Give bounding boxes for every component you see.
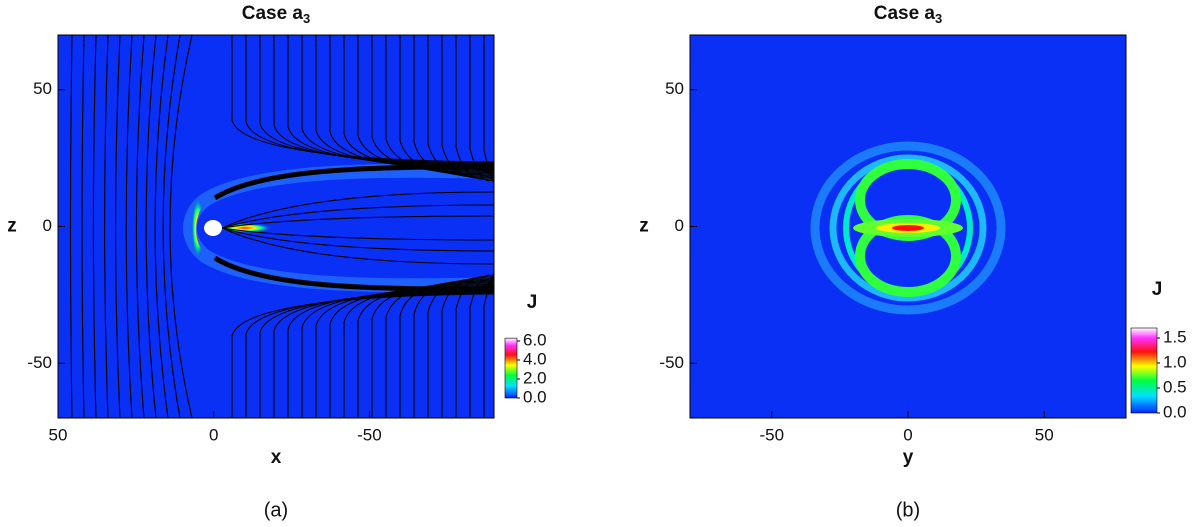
x-axis-label: y xyxy=(903,447,914,468)
chart-title: Case a3 xyxy=(242,3,311,26)
streamline xyxy=(221,227,494,252)
streamline xyxy=(441,277,494,418)
streamline xyxy=(231,35,494,163)
chart-title: Case a3 xyxy=(874,3,943,26)
title-text: Case a xyxy=(874,3,936,24)
colorbar-tick-label: 0.5 xyxy=(1163,377,1187,396)
colorbar-tick-label: 0.0 xyxy=(523,387,547,406)
streamline xyxy=(221,191,494,229)
panel-label: (a) xyxy=(264,499,288,521)
colorbar-tick-label: 1.5 xyxy=(1163,327,1187,346)
x-tick-label: 0 xyxy=(209,425,218,444)
streamline xyxy=(169,35,193,418)
x-axis-label: x xyxy=(271,447,282,468)
streamline xyxy=(104,35,109,418)
x-tick-label: -50 xyxy=(759,425,784,444)
colorbar-tick-label: 0.0 xyxy=(1163,402,1187,421)
streamline xyxy=(245,292,494,418)
streamline xyxy=(69,35,73,418)
x-tick-label: -50 xyxy=(357,425,382,444)
streamline xyxy=(371,283,494,418)
panel-label: (b) xyxy=(896,499,920,521)
streamline xyxy=(115,35,121,418)
y-axis-label: z xyxy=(7,216,17,237)
y-tick-label: 50 xyxy=(665,79,684,98)
streamline xyxy=(371,35,494,173)
y-tick-label: 0 xyxy=(43,216,52,235)
streamline xyxy=(357,35,494,172)
x-tick-label: 50 xyxy=(1035,425,1054,444)
streamline xyxy=(221,215,494,229)
x-tick-label: 0 xyxy=(903,425,912,444)
streamline xyxy=(221,227,494,241)
colorbar-tick-label: 4.0 xyxy=(523,349,547,368)
streamline xyxy=(221,204,494,229)
streamline xyxy=(343,285,494,418)
streamline xyxy=(81,35,85,418)
y-tick-label: 50 xyxy=(33,79,52,98)
streamline xyxy=(343,35,494,171)
streamline xyxy=(245,35,494,164)
y-tick-label: -50 xyxy=(659,353,684,372)
streamline xyxy=(455,35,494,180)
streamline xyxy=(441,35,494,179)
streamline xyxy=(357,284,494,418)
streamline xyxy=(455,276,494,418)
field-a xyxy=(58,35,494,418)
colorbar-tick-label: 1.0 xyxy=(1163,352,1187,371)
streamline xyxy=(221,227,494,265)
colorbar-label: J xyxy=(1152,279,1163,300)
streamline xyxy=(125,35,133,418)
colorbar-label: J xyxy=(527,292,538,313)
y-axis-label: z xyxy=(639,216,649,237)
title-subscript: 3 xyxy=(303,11,310,26)
colorbar-tick-label: 6.0 xyxy=(523,330,547,349)
streamline xyxy=(154,35,169,418)
streamline xyxy=(273,35,494,166)
title-text: Case a xyxy=(242,3,304,24)
streamline xyxy=(135,35,145,418)
x-tick-label: 50 xyxy=(49,425,68,444)
colorbar xyxy=(1130,327,1158,414)
y-tick-label: -50 xyxy=(27,353,52,372)
streamline xyxy=(231,293,494,418)
streamline xyxy=(162,35,181,418)
colorbar xyxy=(504,337,518,399)
field-b xyxy=(690,35,1126,418)
y-tick-label: 0 xyxy=(675,216,684,235)
streamline xyxy=(145,35,157,418)
streamline xyxy=(273,290,494,418)
title-subscript: 3 xyxy=(935,11,942,26)
streamline xyxy=(469,35,494,182)
colorbar-tick-label: 2.0 xyxy=(523,368,547,387)
streamline xyxy=(469,274,494,418)
streamline xyxy=(92,35,97,418)
